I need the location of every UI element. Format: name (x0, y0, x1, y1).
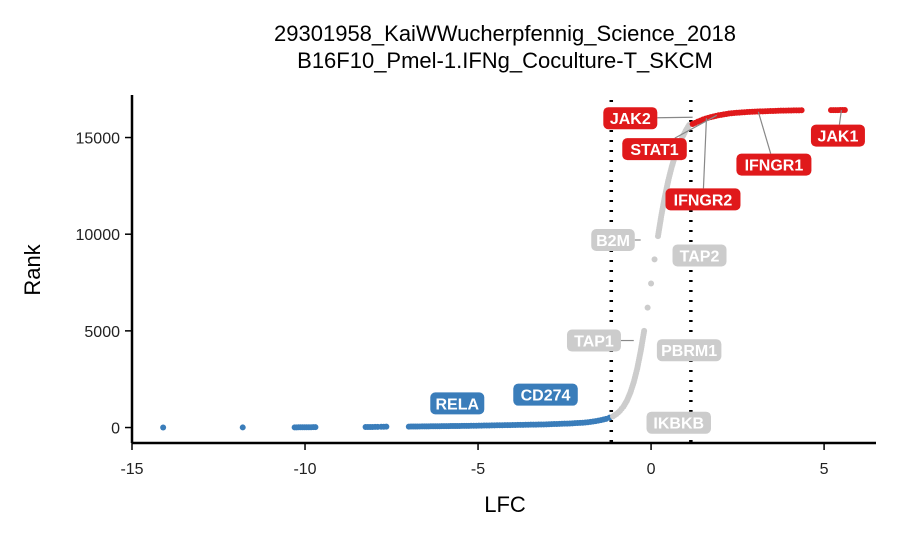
gene-label-box (566, 329, 621, 352)
gene-label-box (646, 411, 712, 434)
data-point (841, 106, 848, 113)
threshold-lines (609, 100, 693, 443)
gene-label-box (810, 124, 865, 147)
data-point (312, 424, 319, 431)
label-leader-line (702, 118, 708, 189)
data-point (160, 424, 167, 431)
data-point (648, 280, 655, 287)
gene-label-box (591, 229, 635, 251)
chart-title: 29301958_KaiWWucherpfennig_Science_2018 (274, 21, 736, 46)
gene-label-text: TAP2 (680, 248, 720, 265)
chart-subtitle: B16F10_Pmel-1.IFNg_Coculture-T_SKCM (297, 48, 713, 73)
gene-label-text: TAP1 (574, 334, 614, 351)
label-leader-line (674, 114, 718, 139)
label-leader-lines (620, 109, 842, 342)
gene-label-box (622, 138, 687, 161)
x-tick-label: -10 (293, 461, 316, 478)
y-tick-label: 0 (111, 421, 120, 438)
data-point (651, 256, 658, 263)
y-axis-label: Rank (20, 243, 45, 295)
x-tick-label: -5 (471, 461, 485, 478)
data-point (798, 107, 805, 114)
data-point (383, 423, 390, 430)
gene-label-box (665, 188, 741, 211)
gene-label-text: B2M (596, 233, 630, 250)
gene-label-box (656, 339, 722, 362)
label-leader-line (838, 109, 842, 125)
gene-label-text: JAK2 (610, 111, 651, 128)
y-tick-label: 10000 (76, 227, 121, 244)
data-point (644, 304, 651, 311)
gene-label-box (672, 244, 727, 267)
data-point (239, 424, 246, 431)
gene-label-text: IKBKB (653, 416, 704, 433)
x-tick-label: 5 (820, 461, 829, 478)
gene-label-box (430, 392, 485, 415)
gene-label-text: JAK1 (817, 129, 858, 146)
gene-label-text: PBRM1 (661, 343, 717, 360)
x-axis-label: LFC (484, 492, 526, 517)
gene-label-text: IFNGR1 (745, 158, 804, 175)
data-point (641, 327, 648, 334)
gene-label-box (603, 107, 658, 130)
gene-label-text: RELA (436, 396, 480, 413)
gene-label-text: STAT1 (630, 142, 678, 159)
gene-label-box (736, 153, 812, 176)
gene-label-box (513, 383, 578, 406)
x-tick-label: 0 (647, 461, 656, 478)
y-tick-label: 15000 (76, 131, 121, 148)
x-tick-label: -15 (120, 461, 143, 478)
gene-labels: JAK2 STAT1 IFNGR1 JAK1 IFNGR2 B2M TAP2 TAP1 PBRM… (430, 107, 865, 434)
gene-label-text: IFNGR2 (674, 192, 733, 209)
y-tick-label: 5000 (84, 324, 120, 341)
axes: -15 -10 -5 0 5 0 5000 10000 15000 (76, 95, 876, 478)
label-leader-line (657, 116, 693, 119)
gene-label-text: CD274 (521, 388, 571, 405)
label-leader-line (757, 111, 772, 154)
